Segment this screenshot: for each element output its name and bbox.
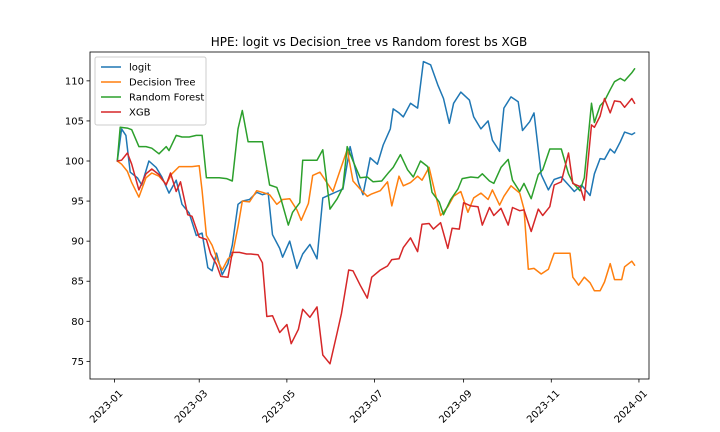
y-tick-label-1: 80 (71, 317, 84, 328)
series-line-logit (116, 60, 636, 276)
x-tick-label-6: 2024-01 (613, 388, 650, 425)
x-tick-label-1: 2023-03 (173, 388, 210, 425)
x-tick-label-3: 2023-07 (348, 388, 385, 425)
x-tick-label-4: 2023-09 (437, 388, 474, 425)
x-tick-label-5: 2023-11 (525, 388, 562, 425)
series-line-decision-tree (116, 149, 636, 292)
legend-label-1: Decision Tree (129, 78, 196, 89)
y-tick-label-4: 95 (71, 197, 84, 208)
legend-box (94, 56, 207, 126)
legend: logit Decision Tree Random Forest XGB (94, 56, 207, 126)
y-tick-label-5: 100 (65, 157, 84, 168)
y-tick-label-3: 90 (71, 237, 84, 248)
y-tick-label-6: 105 (65, 116, 84, 127)
y-axis: 75 80 85 90 95 100 105 110 (65, 76, 90, 368)
legend-label-3: XGB (129, 108, 151, 119)
y-tick-label-2: 85 (71, 277, 84, 288)
y-tick-label-0: 75 (71, 357, 84, 368)
legend-label-2: Random Forest (129, 93, 204, 104)
series-line-random-forest (116, 68, 636, 226)
y-tick-label-7: 110 (65, 76, 84, 87)
x-tick-label-0: 2023-01 (88, 388, 125, 425)
chart-title: HPE: logit vs Decision_tree vs Random fo… (211, 35, 528, 49)
axes-frame (89, 51, 650, 380)
x-axis: 2023-01 2023-03 2023-05 2023-07 2023-09 2023-… (88, 379, 650, 426)
series-line-xgb (116, 97, 636, 365)
plot-area (116, 60, 636, 365)
legend-label-0: logit (129, 63, 151, 74)
x-tick-label-2: 2023-05 (261, 388, 298, 425)
